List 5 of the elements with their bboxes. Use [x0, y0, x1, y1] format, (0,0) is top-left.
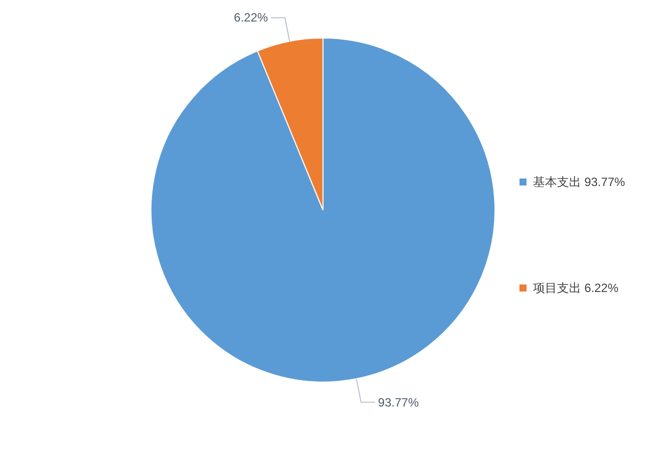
- legend-label: 项目支出 6.22%: [533, 281, 619, 295]
- data-label: 6.22%: [234, 10, 268, 25]
- data-label: 93.77%: [378, 395, 420, 410]
- legend-label: 基本支出 93.77%: [533, 175, 626, 189]
- pie-slice: [150, 38, 496, 382]
